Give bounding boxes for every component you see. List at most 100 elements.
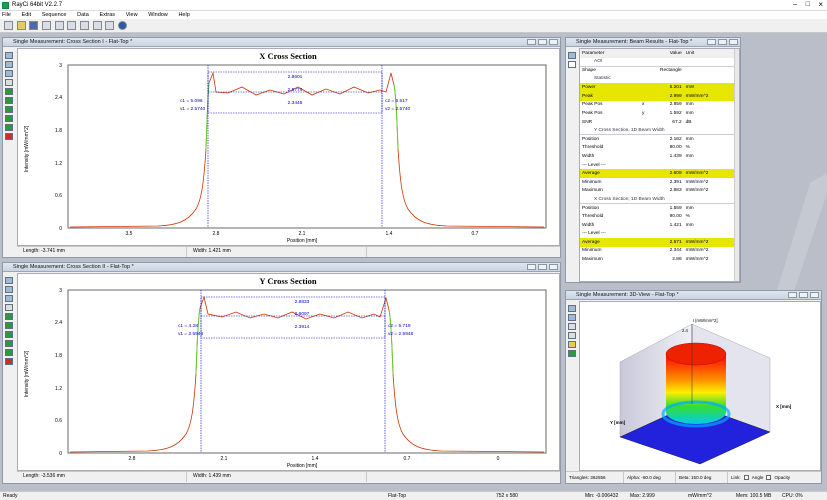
tools-icon[interactable] xyxy=(5,358,13,365)
menu-help[interactable]: Help xyxy=(178,12,190,18)
cursor-tool-icon[interactable] xyxy=(5,88,13,95)
results-unit-cell xyxy=(684,229,735,238)
angle-checkbox[interactable] xyxy=(743,475,749,480)
window-minimize-icon[interactable] xyxy=(527,39,536,45)
copy-tool-icon[interactable] xyxy=(568,314,576,321)
y-ytick-1.8: 1.8 xyxy=(55,353,62,359)
save-icon[interactable] xyxy=(29,21,39,30)
copy-tool-icon[interactable] xyxy=(5,286,13,293)
new-measurement-icon[interactable] xyxy=(4,21,13,30)
window-restore-icon[interactable] xyxy=(538,39,547,45)
copy-tool-icon[interactable] xyxy=(5,61,13,68)
header-value[interactable]: Value xyxy=(669,50,682,56)
menu-edit[interactable]: Edit xyxy=(21,12,32,18)
minimize-icon[interactable]: – xyxy=(793,1,797,8)
y-cross-section-window: Single Measurement: Cross Section II - F… xyxy=(2,262,561,484)
results-table-panel: Parameter Value Unit AOI Shape Rectangle St… xyxy=(579,48,740,282)
color-tool-icon[interactable] xyxy=(568,341,576,348)
results-value-cell: 90.00 xyxy=(669,214,682,220)
save-tool-icon[interactable] xyxy=(568,305,576,312)
grid-tool-icon[interactable] xyxy=(5,349,13,356)
export-tool-icon[interactable] xyxy=(5,70,13,77)
tools-icon[interactable] xyxy=(5,133,13,140)
results-row: Width 1.421 mm xyxy=(580,221,735,230)
x-xtick-3.5: 3.5 xyxy=(126,231,133,237)
results-section-row[interactable]: X Cross Section, 1D Beam Width xyxy=(580,195,735,205)
app-title-bar: RayCi 64bit V2.2.7 – □ × xyxy=(0,0,827,11)
results-axis-cell xyxy=(640,247,658,256)
menu-data[interactable]: Data xyxy=(77,12,89,18)
angle-checkbox-label: Angle xyxy=(751,475,764,480)
window-close-icon[interactable] xyxy=(729,39,738,45)
view3d-canvas[interactable]: 2.4 I [mW/mm^2] Y [mm] X [mm] xyxy=(579,301,821,471)
results-section-label: Statistic xyxy=(580,74,735,84)
close-icon[interactable]: × xyxy=(818,0,823,9)
y-section-chart-title: Y Cross Section xyxy=(259,276,316,286)
results-value-cell: 2.391 xyxy=(669,179,682,185)
rotate-tool-icon[interactable] xyxy=(568,323,576,330)
palette-tool-icon[interactable] xyxy=(568,350,576,357)
window-minimize-icon[interactable] xyxy=(527,264,536,270)
marker-tool-icon[interactable] xyxy=(5,340,13,347)
grid-tool-icon[interactable] xyxy=(5,124,13,131)
view-tool-icon[interactable] xyxy=(568,332,576,339)
move-tool-icon[interactable] xyxy=(5,79,13,86)
settings-icon[interactable] xyxy=(80,21,90,30)
open-folder-icon[interactable] xyxy=(16,21,26,30)
menu-file[interactable]: File xyxy=(2,12,11,18)
header-parameter[interactable]: Parameter xyxy=(582,50,605,56)
window-restore-icon[interactable] xyxy=(538,264,547,270)
results-side-toolbar xyxy=(567,50,578,70)
level-tool-icon[interactable] xyxy=(5,97,13,104)
save-tool-icon[interactable] xyxy=(568,52,576,59)
undo-icon[interactable] xyxy=(42,21,52,30)
window-close-icon[interactable] xyxy=(549,39,558,45)
results-unit-cell: dB xyxy=(685,119,692,125)
y-ytick-3: 3 xyxy=(59,288,62,294)
camera-icon[interactable] xyxy=(67,21,77,30)
results-section-row[interactable]: Statistic xyxy=(580,74,735,84)
y-section-curve xyxy=(69,295,545,453)
window-restore-icon[interactable] xyxy=(718,39,727,45)
menu-window[interactable]: Window xyxy=(148,12,168,18)
width-tool-icon[interactable] xyxy=(5,331,13,338)
level-tool-icon[interactable] xyxy=(5,322,13,329)
menu-sequence[interactable]: Sequence xyxy=(41,12,67,18)
save-tool-icon[interactable] xyxy=(5,277,13,284)
view-tool-icon[interactable] xyxy=(568,61,576,68)
results-axis-cell xyxy=(640,135,658,144)
3d-beta-status: Beta: 150.0 deg xyxy=(676,472,728,483)
window-minimize-icon[interactable] xyxy=(707,39,716,45)
export-tool-icon[interactable] xyxy=(5,295,13,302)
display-icon[interactable] xyxy=(92,21,102,30)
results-section-row[interactable]: Y Cross Section, 1D Beam Width xyxy=(580,126,735,136)
move-tool-icon[interactable] xyxy=(5,304,13,311)
maximize-icon[interactable]: □ xyxy=(805,1,810,8)
window-minimize-icon[interactable] xyxy=(788,292,797,298)
window-close-icon[interactable] xyxy=(549,264,558,270)
results-section-row[interactable]: AOI xyxy=(580,57,735,67)
window-restore-icon[interactable] xyxy=(799,292,808,298)
results-unit-cell: mm xyxy=(685,110,694,116)
results-unit-cell: mm xyxy=(685,153,694,159)
menu-extras[interactable]: Extras xyxy=(99,12,116,18)
results-param-cell: SNR xyxy=(582,119,593,125)
help-icon[interactable] xyxy=(118,21,128,30)
results-value-cell: 2.609 xyxy=(658,169,684,178)
cursor-tool-icon[interactable] xyxy=(5,313,13,320)
redo-icon[interactable] xyxy=(54,21,64,30)
results-scrollbar[interactable] xyxy=(734,49,739,281)
menu-view[interactable]: View xyxy=(125,12,138,18)
results-axis-cell: x xyxy=(642,102,645,108)
save-tool-icon[interactable] xyxy=(5,52,13,59)
results-row: Minimum 2.391 mW/mm^2 xyxy=(580,178,735,187)
results-axis-cell xyxy=(640,144,658,153)
header-unit[interactable]: Unit xyxy=(685,50,695,56)
results-param-cell: Peak xyxy=(580,91,640,101)
opacity-checkbox[interactable] xyxy=(766,475,772,480)
layout-icon[interactable] xyxy=(105,21,115,30)
width-tool-icon[interactable] xyxy=(5,106,13,113)
window-close-icon[interactable] xyxy=(810,292,819,298)
3d-alpha-status: Alpha: -60.0 deg xyxy=(624,472,676,483)
marker-tool-icon[interactable] xyxy=(5,115,13,122)
